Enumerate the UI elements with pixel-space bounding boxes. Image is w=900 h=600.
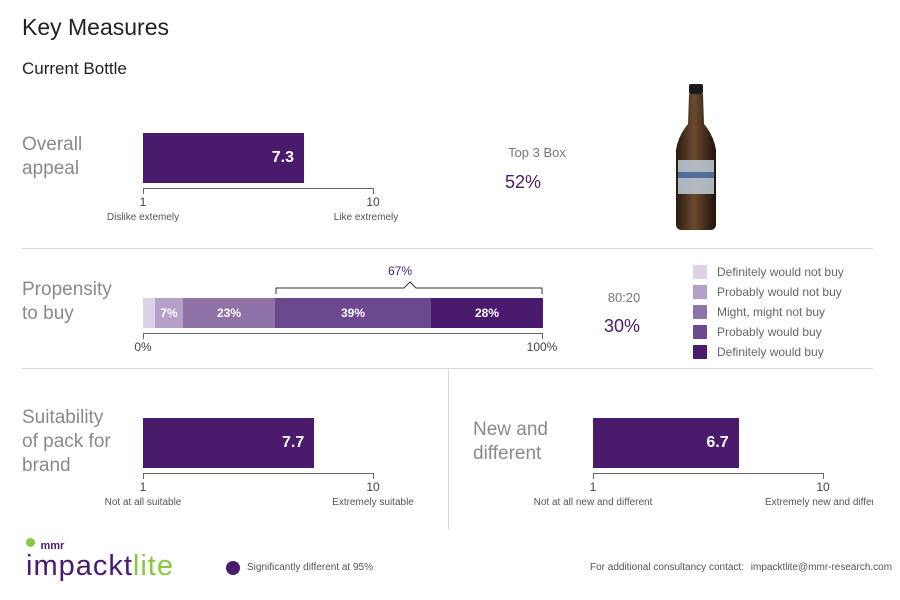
legend-item: Definitely would not buy: [693, 262, 844, 282]
propensity-segment: 7%: [155, 298, 183, 328]
impackt-lite-logo: impacktlite: [26, 550, 174, 582]
page-subtitle: Current Bottle: [22, 59, 127, 78]
legend-swatch: [693, 345, 707, 359]
suitability-tick-min: [143, 473, 144, 479]
contact-label: For additional consultancy contact:: [590, 562, 744, 573]
legend-label: Definitely would not buy: [717, 265, 844, 279]
legend-swatch: [693, 305, 707, 319]
beer-bottle-image: [676, 84, 716, 230]
suitability-min-desc: Not at all suitable: [104, 497, 182, 508]
top-two-box-bracket: [275, 281, 543, 294]
suitability-tick-max: [373, 473, 374, 479]
propensity-tick-max: [542, 333, 543, 339]
page-title: Key Measures: [22, 14, 170, 40]
legend-swatch: [693, 325, 707, 339]
new-different-min-label: 1: [589, 480, 597, 494]
divider-1: [22, 248, 873, 249]
logo-lite: lite: [132, 550, 174, 582]
propensity-label: Propensity to buy: [22, 279, 112, 324]
propensity-axis-min: 0%: [134, 340, 152, 354]
propensity-legend: Definitely would not buy Probably would n…: [693, 262, 844, 362]
legend-label: Might, might not buy: [717, 305, 826, 319]
suitability-axis: [143, 473, 374, 480]
overall-appeal-label: Overall appeal: [22, 134, 83, 179]
new-different-tick-max: [823, 473, 824, 479]
new-different-axis: [593, 473, 824, 480]
new-different-max-label: 10: [816, 480, 830, 494]
suitability-max-label: 10: [366, 480, 380, 494]
suitability-value: 7.7: [281, 434, 305, 451]
propensity-tick-min: [143, 333, 144, 339]
overall-appeal-max-desc: Like extremely: [333, 212, 399, 223]
new-different-max-desc: Extremely new and differe: [765, 497, 873, 508]
overall-appeal-min-desc: Dislike extemely: [106, 212, 180, 223]
legend-label: Probably would not buy: [717, 285, 842, 299]
vertical-divider: [448, 368, 449, 530]
propensity-axis-max: 100%: [526, 340, 558, 354]
legend-label: Probably would buy: [717, 325, 822, 339]
suitability-label: Suitability of pack for brand: [22, 407, 111, 476]
legend-item: Probably would buy: [693, 322, 844, 342]
propensity-segment: 23%: [183, 298, 275, 328]
legend-label: Definitely would buy: [717, 345, 824, 359]
suitability-max-desc: Extremely suitable: [332, 497, 414, 508]
top-box-value: 52%: [504, 172, 542, 192]
contact-email[interactable]: impacktlite@mmr-research.com: [750, 562, 893, 573]
ratio-value: 30%: [603, 316, 641, 336]
mmr-logo-text: mmr: [40, 540, 65, 552]
propensity-segment: 28%: [431, 298, 543, 328]
legend-item: Probably would not buy: [693, 282, 844, 302]
propensity-segment: 39%: [275, 298, 431, 328]
new-different-min-desc: Not at all new and different: [533, 497, 653, 508]
overall-appeal-min-label: 1: [139, 195, 147, 209]
new-different-value: 6.7: [706, 434, 729, 451]
significance-note: Significantly different at 95%: [247, 562, 374, 573]
legend-item: Might, might not buy: [693, 302, 844, 322]
divider-2: [22, 368, 873, 369]
new-different-label: New and different: [473, 419, 548, 464]
overall-appeal-value: 7.3: [271, 149, 294, 166]
legend-swatch: [693, 265, 707, 279]
overall-appeal-tick-min: [143, 188, 144, 194]
logo-impackt: impackt: [26, 550, 133, 582]
suitability-min-label: 1: [139, 480, 147, 494]
significance-dot-icon: [226, 561, 240, 575]
top-two-box-label: 67%: [388, 264, 413, 278]
overall-appeal-tick-max: [373, 188, 374, 194]
legend-swatch: [693, 285, 707, 299]
contact-info: For additional consultancy contact: impa…: [590, 562, 892, 573]
legend-item: Definitely would buy: [693, 342, 844, 362]
top-box-title: Top 3 Box: [508, 145, 566, 160]
mmr-logo: mmr: [26, 536, 64, 554]
ratio-title: 80:20: [607, 290, 641, 305]
new-different-bar: 6.7: [593, 418, 739, 468]
overall-appeal-axis: [143, 188, 374, 195]
propensity-stacked-bar: 7% 23% 39% 28%: [143, 298, 543, 328]
new-different-tick-min: [593, 473, 594, 479]
propensity-segment: [143, 298, 155, 328]
overall-appeal-bar: 7.3: [143, 133, 304, 183]
propensity-axis: [143, 333, 543, 340]
suitability-bar: 7.7: [143, 418, 315, 468]
overall-appeal-max-label: 10: [366, 195, 380, 209]
